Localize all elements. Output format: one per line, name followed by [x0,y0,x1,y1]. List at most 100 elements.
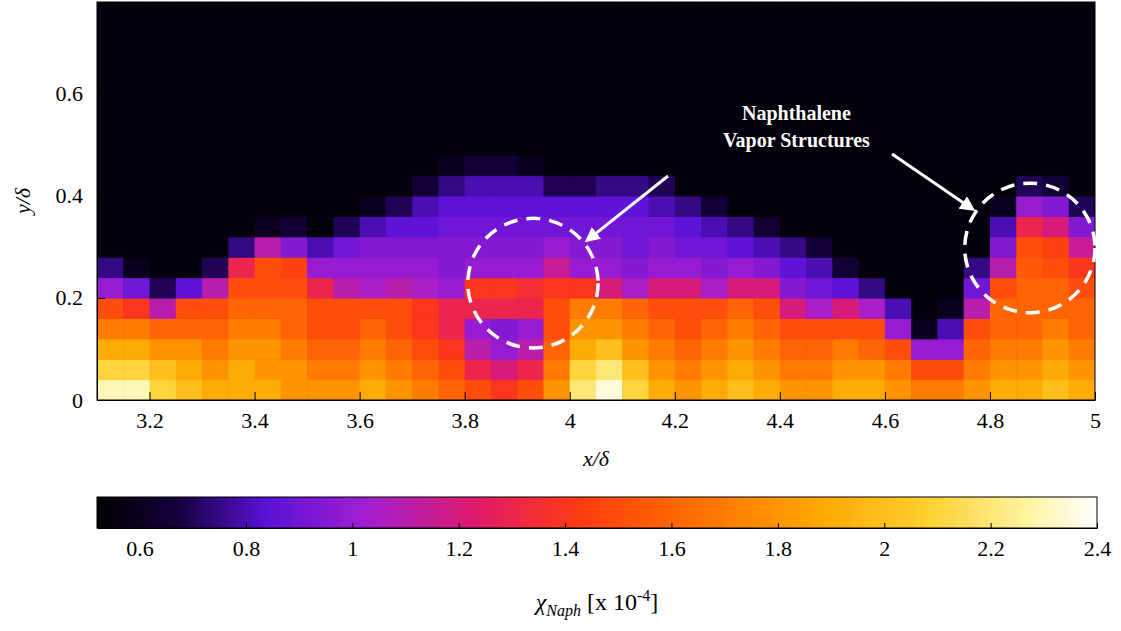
heatmap-cell [123,237,150,258]
heatmap-cell [386,359,413,380]
heatmap-cells [97,2,1095,400]
heatmap-cell [202,33,229,54]
heatmap-cell [622,278,649,299]
heatmap-cell [596,155,623,176]
colorbar [97,497,1097,528]
heatmap-cell [412,196,439,217]
heatmap-cell [386,155,413,176]
heatmap-cell [176,175,203,196]
tick-label: 4.4 [767,408,795,433]
tick: 4 [565,392,576,433]
heatmap-cell [990,216,1017,237]
heatmap-cell [438,298,465,319]
heatmap-cell [832,359,859,380]
heatmap-cell [228,155,255,176]
heatmap-cell [307,318,334,339]
heatmap-cell [675,135,702,156]
heatmap-cell [675,12,702,33]
heatmap-cell [964,318,991,339]
heatmap-cell [97,237,124,258]
heatmap-cell [491,94,518,115]
heatmap-cell [307,73,334,94]
heatmap-cell [859,155,886,176]
heatmap-cell [937,380,964,400]
heatmap-cell [964,12,991,33]
heatmap-cell [281,53,308,74]
heatmap-cell [806,359,833,380]
heatmap-cell [1042,318,1069,339]
heatmap-cell [911,278,938,299]
heatmap-cell [1016,135,1043,156]
heatmap-cell [911,2,938,13]
heatmap-cell [911,359,938,380]
tick-mark [459,523,460,528]
heatmap-cell [307,237,334,258]
heatmap-cell [596,12,623,33]
heatmap-cell [202,237,229,258]
heatmap-cell [465,380,492,400]
heatmap-cell [360,257,387,278]
heatmap-cell [570,318,597,339]
heatmap-cell [97,216,124,237]
heatmap-cell [412,73,439,94]
heatmap-cell [543,135,570,156]
heatmap-cell [885,135,912,156]
tick-mark [352,523,353,528]
heatmap-cell [123,155,150,176]
heatmap-cell [937,53,964,74]
heatmap-cell [780,33,807,54]
heatmap-cell [964,94,991,115]
heatmap-cell [123,278,150,299]
heatmap-cell [622,196,649,217]
heatmap-cell [438,318,465,339]
heatmap-cell [990,278,1017,299]
tick-mark [255,392,256,400]
heatmap-cell [465,114,492,135]
heatmap-cell [911,175,938,196]
colorbar-axis-line [98,528,1098,529]
tick-label: 1.6 [658,536,686,561]
tick: 4.6 [872,392,900,433]
heatmap-cell [123,339,150,360]
heatmap-cell [885,2,912,13]
heatmap-cell [255,257,282,278]
heatmap-cell [333,114,360,135]
heatmap-cell [727,2,754,13]
heatmap-cell [806,73,833,94]
heatmap-cell [885,359,912,380]
heatmap-cell [1042,278,1069,299]
heatmap-cell [255,339,282,360]
heatmap-cell [412,155,439,176]
heatmap-cell [176,237,203,258]
heatmap-cell [281,237,308,258]
heatmap-cell [701,216,728,237]
heatmap-cell [780,2,807,13]
tick-label: 0.6 [126,536,154,561]
heatmap-cell [885,12,912,33]
heatmap-cell [622,53,649,74]
heatmap-cell [596,278,623,299]
heatmap-cell [333,12,360,33]
heatmap-cell [806,339,833,360]
heatmap-cell [465,196,492,217]
tick: 1.4 [552,523,580,561]
tick-label: 1.8 [765,536,793,561]
heatmap-cell [386,216,413,237]
heatmap-cell [491,73,518,94]
tick-mark [97,196,105,197]
heatmap-cell [701,73,728,94]
tick-label: 4.8 [977,408,1005,433]
heatmap-cell [281,33,308,54]
heatmap-cell [255,216,282,237]
heatmap-cell [202,216,229,237]
heatmap-cell [465,53,492,74]
heatmap-cell [649,257,676,278]
heatmap-cell [780,237,807,258]
heatmap-cell [911,155,938,176]
heatmap-cell [360,12,387,33]
heatmap-cell [911,257,938,278]
heatmap-cell [649,196,676,217]
heatmap-cell [255,359,282,380]
heatmap-cell [1069,135,1095,156]
heatmap-cell [859,33,886,54]
